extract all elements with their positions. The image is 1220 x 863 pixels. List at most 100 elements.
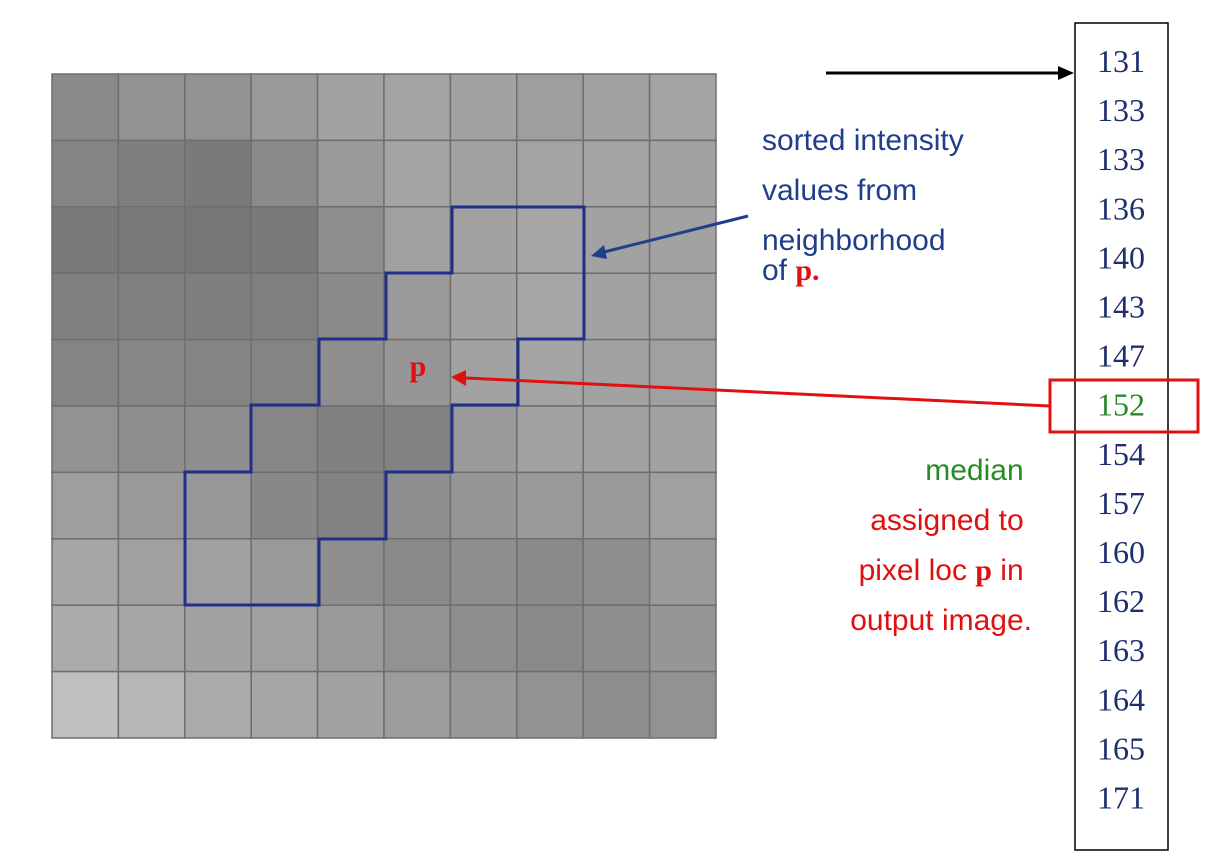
- sorted-value: 164: [1097, 681, 1145, 717]
- pixel-cell: [516, 670, 584, 739]
- pixel-cell: [250, 272, 319, 341]
- pixel-cell: [184, 604, 252, 673]
- pixel-cell: [383, 670, 452, 739]
- sorted-value: 133: [1097, 92, 1145, 128]
- pixel-cell: [383, 272, 452, 341]
- pixel-cell: [516, 73, 584, 142]
- sorted-values-annotation: sorted intensity values from neighborhoo…: [762, 124, 972, 287]
- pixel-cell: [648, 670, 717, 739]
- pixel-cell: [250, 670, 319, 739]
- pixel-cell: [582, 139, 651, 208]
- pixel-cell: [117, 604, 186, 673]
- annotation-line: sorted intensity: [762, 124, 964, 157]
- pixel-cell: [316, 272, 385, 341]
- pixel-cell: [383, 73, 452, 142]
- pixel-cell: [648, 538, 717, 606]
- pixel-cell: [250, 538, 319, 606]
- pixel-cell: [250, 73, 319, 142]
- pixel-cell: [117, 471, 186, 540]
- pixel-cell: [316, 73, 385, 142]
- pixel-cell: [117, 272, 186, 341]
- arrowhead-icon: [451, 370, 466, 386]
- pixel-cell: [383, 538, 452, 606]
- pixel-cell: [383, 139, 452, 208]
- pixel-cell: [117, 405, 186, 474]
- annotation-line: values from: [762, 174, 917, 207]
- pixel-cell: [250, 604, 319, 673]
- pixel-cell: [582, 538, 651, 606]
- sorted-value: 136: [1097, 190, 1145, 226]
- pixel-cell: [117, 538, 186, 606]
- pixel-cell: [184, 538, 252, 606]
- pixel-cell: [449, 73, 518, 142]
- sorted-value: 162: [1097, 583, 1145, 619]
- pixel-cell: [449, 538, 518, 606]
- pixel-cell: [383, 206, 452, 274]
- arrowhead-icon: [591, 245, 607, 259]
- pixel-cell: [316, 139, 385, 208]
- pixel-cell: [648, 471, 717, 540]
- pixel-cell: [516, 139, 584, 208]
- pixel-cell: [184, 405, 252, 474]
- pixel-cell: [449, 604, 518, 673]
- pixel-cell: [184, 338, 252, 407]
- pixel-cell: [51, 405, 120, 474]
- annotation-line: output image.: [850, 604, 1032, 637]
- arrowhead-icon: [1058, 66, 1074, 80]
- sorted-value: 131: [1097, 43, 1145, 79]
- pixel-grid: [51, 73, 717, 739]
- pixel-cell: [648, 604, 717, 673]
- pixel-cell: [51, 538, 120, 606]
- pixel-cell: [449, 139, 518, 208]
- neighborhood-arrow: [591, 214, 749, 259]
- pixel-cell: [648, 73, 717, 142]
- pixel-cell: [117, 139, 186, 208]
- pixel-cell: [184, 670, 252, 739]
- pixel-cell: [316, 670, 385, 739]
- median-arrow: [451, 370, 1051, 408]
- pixel-cell: [582, 206, 651, 274]
- pixel-cell: [582, 670, 651, 739]
- pixel-cell: [51, 139, 120, 208]
- pixel-cell: [250, 139, 319, 208]
- annotation-p: p: [975, 554, 992, 587]
- annotation-line: assigned to: [870, 504, 1023, 537]
- annotation-line: neighborhood: [762, 224, 946, 257]
- sorted-value: 171: [1097, 780, 1145, 816]
- pixel-cell: [516, 471, 584, 540]
- pixel-cell: [449, 206, 518, 274]
- pixel-cell: [516, 405, 584, 474]
- neighborhood-outline: [183, 205, 586, 607]
- annotation-p: p.: [795, 254, 819, 287]
- pixel-cell: [316, 471, 385, 540]
- pixel-cell: [51, 73, 120, 142]
- sorted-value: 157: [1097, 485, 1145, 521]
- pixel-cell: [516, 338, 584, 407]
- pixel-cell: [184, 73, 252, 142]
- pixel-cell: [250, 471, 319, 540]
- pixel-cell: [184, 206, 252, 274]
- pixel-cell: [51, 670, 120, 739]
- pixel-cell: [117, 670, 186, 739]
- pixel-cell: [117, 338, 186, 407]
- pixel-cell: [51, 206, 120, 274]
- pixel-cell: [117, 73, 186, 142]
- median-word: median: [925, 454, 1023, 487]
- sorted-value: 143: [1097, 289, 1145, 325]
- sorted-value: 147: [1097, 338, 1145, 374]
- pixel-cell: [516, 538, 584, 606]
- pixel-cell: [582, 338, 651, 407]
- pixel-cell: [316, 604, 385, 673]
- pixel-cell: [449, 670, 518, 739]
- pixel-cell: [316, 206, 385, 274]
- pixel-cell: [582, 604, 651, 673]
- pixel-cell: [582, 405, 651, 474]
- median-value: 152: [1097, 387, 1145, 423]
- pixel-cell: [449, 272, 518, 341]
- pixel-cell: [250, 405, 319, 474]
- pixel-cell: [316, 338, 385, 407]
- sorted-value: 163: [1097, 632, 1145, 668]
- pixel-cell: [449, 471, 518, 540]
- pixel-cell: [316, 538, 385, 606]
